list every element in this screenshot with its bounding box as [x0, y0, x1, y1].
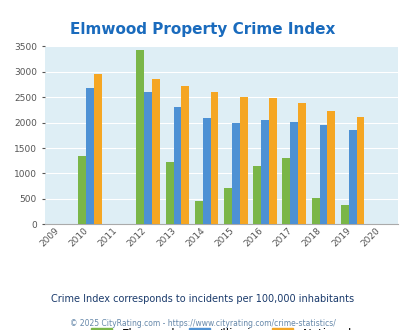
Bar	[253, 166, 260, 224]
Bar	[290, 121, 297, 224]
Bar	[78, 156, 86, 224]
Bar	[356, 117, 364, 224]
Bar	[348, 130, 356, 224]
Bar	[311, 198, 319, 224]
Bar	[86, 88, 94, 224]
Bar	[173, 107, 181, 224]
Bar	[144, 92, 152, 224]
Text: Elmwood Property Crime Index: Elmwood Property Crime Index	[70, 22, 335, 37]
Bar	[231, 123, 239, 224]
Text: Crime Index corresponds to incidents per 100,000 inhabitants: Crime Index corresponds to incidents per…	[51, 294, 354, 304]
Bar	[282, 158, 290, 224]
Bar	[260, 119, 269, 224]
Bar	[210, 92, 218, 224]
Bar	[269, 98, 276, 224]
Bar	[181, 86, 189, 224]
Legend: Elmwood, Illinois, National: Elmwood, Illinois, National	[86, 323, 356, 330]
Bar	[340, 205, 348, 224]
Bar	[152, 79, 160, 224]
Bar	[239, 97, 247, 224]
Bar	[319, 125, 326, 224]
Bar	[202, 118, 210, 224]
Bar	[94, 74, 102, 224]
Bar	[326, 111, 335, 224]
Bar	[194, 202, 202, 224]
Bar	[224, 188, 231, 224]
Bar	[165, 162, 173, 224]
Bar	[297, 103, 305, 224]
Text: © 2025 CityRating.com - https://www.cityrating.com/crime-statistics/: © 2025 CityRating.com - https://www.city…	[70, 319, 335, 328]
Bar	[136, 50, 144, 224]
